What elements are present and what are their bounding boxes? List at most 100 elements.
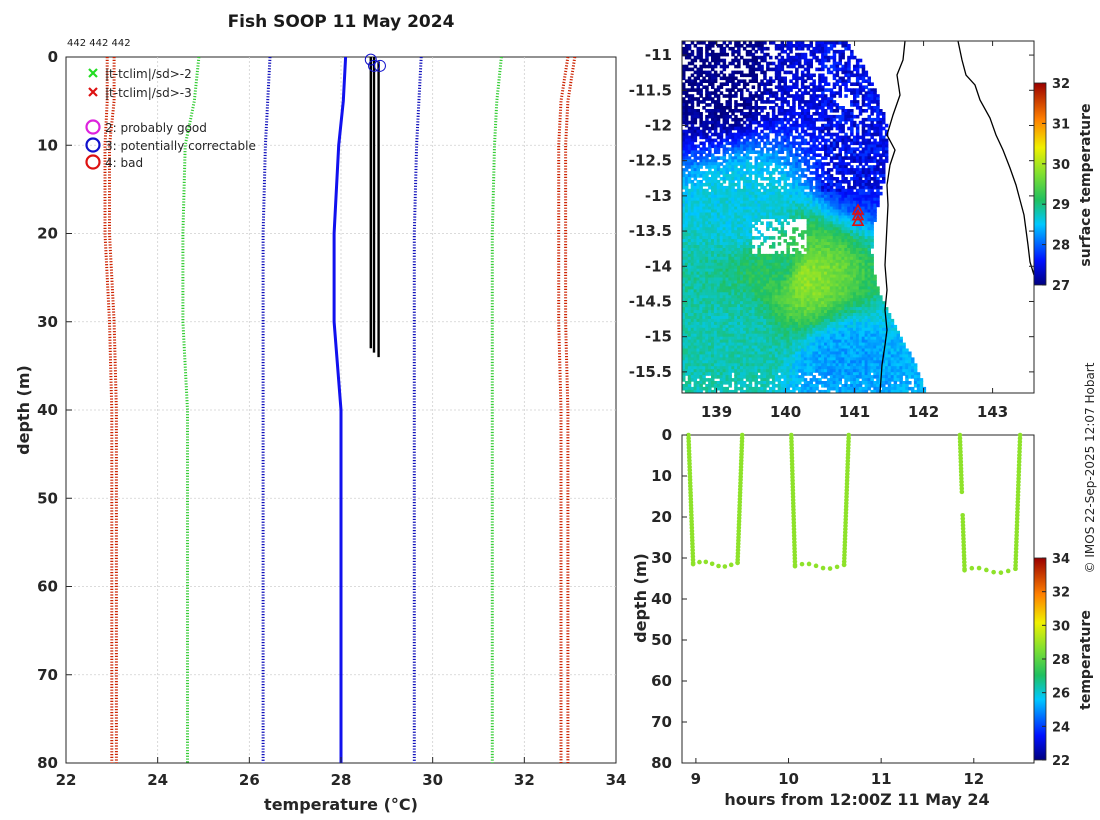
sst-cell (766, 46, 770, 51)
sst-cell (760, 150, 764, 154)
sst-cell (696, 268, 700, 273)
sst-cell (690, 132, 695, 137)
sst-cell (766, 79, 770, 83)
sst-cell (870, 215, 874, 220)
sst-cell (696, 132, 700, 137)
sst-cell (821, 97, 825, 101)
sst-cell (786, 268, 790, 273)
sst-cell (757, 262, 761, 267)
sst-cell (728, 76, 732, 81)
sst-cell (708, 103, 712, 107)
sst-cell (824, 88, 828, 92)
sst-cell (818, 227, 822, 231)
sst-cell (699, 283, 703, 288)
sst-cell (826, 256, 831, 261)
sst-cell (708, 262, 712, 267)
sst-cell (716, 256, 721, 261)
sst-cell (716, 289, 721, 293)
sst-cell (687, 221, 692, 225)
sst-cell (696, 203, 700, 208)
sst-cell (711, 58, 715, 63)
sst-cell (731, 147, 735, 151)
sst-cell (766, 221, 770, 225)
sst-cell (858, 248, 863, 252)
sst-cell (855, 147, 860, 151)
sst-cell (705, 46, 709, 51)
sst-cell (818, 126, 822, 131)
sst-cell (806, 286, 811, 290)
sst-cell (713, 185, 718, 190)
sst-cell (844, 191, 848, 196)
sst-cell (757, 123, 761, 128)
sst-cell (780, 46, 785, 51)
sst-cell (699, 46, 703, 51)
sst-cell (826, 295, 831, 299)
sst-cell (780, 286, 785, 290)
sst-cell (719, 304, 724, 308)
sst-cell (734, 206, 738, 211)
sst-cell (789, 182, 793, 187)
sst-cell (795, 44, 799, 48)
sst-cell (734, 91, 738, 95)
sst-cell (867, 114, 871, 119)
sst-cell (847, 206, 851, 211)
sst-cell (734, 144, 738, 149)
sst-cell (806, 218, 811, 222)
sst-cell (766, 265, 770, 270)
sst-cell (745, 215, 750, 220)
sst-cell (838, 212, 842, 217)
sst-cell (693, 209, 698, 214)
sst-cell (803, 141, 808, 146)
sst-cell (832, 117, 837, 122)
sst-cell (745, 162, 750, 166)
sst-cell (844, 180, 848, 184)
sst-cell (722, 212, 727, 217)
sst-cell (774, 123, 779, 128)
sst-cell (742, 256, 747, 261)
sst-cell (708, 206, 712, 211)
sst-cell (873, 174, 877, 178)
sst-cell (719, 224, 724, 228)
sst-cell (769, 188, 773, 193)
sst-cell (835, 277, 840, 282)
sst-cell (774, 286, 779, 290)
sst-cell (705, 174, 709, 178)
sst-cell (734, 106, 738, 110)
sst-cell (818, 129, 822, 134)
sst-cell (780, 58, 785, 63)
sst-cell (800, 197, 805, 202)
sst-cell (740, 215, 744, 220)
sst-cell (853, 298, 857, 302)
sst-cell (795, 79, 799, 83)
sst-cell (855, 259, 860, 264)
sst-cell (806, 141, 811, 146)
sst-cell (742, 280, 747, 285)
sst-cell (742, 174, 747, 178)
sst-cell (708, 301, 712, 305)
sst-cell (882, 114, 886, 119)
sst-cell (754, 194, 758, 199)
sst-cell (748, 277, 753, 282)
sst-cell (847, 147, 851, 151)
sst-cell (728, 135, 732, 140)
sst-cell (719, 218, 724, 222)
sst-cell (777, 218, 782, 222)
sst-cell (748, 218, 753, 222)
sst-cell (711, 138, 715, 143)
sst-cell (734, 233, 738, 237)
sst-cell (780, 64, 785, 69)
sst-cell (728, 188, 732, 193)
sst-cell (708, 168, 712, 172)
sst-cell (818, 212, 822, 217)
sst-cell (844, 242, 848, 246)
sst-cell (702, 301, 706, 305)
sst-cell (760, 307, 764, 311)
sst-cell (824, 123, 828, 128)
sst-cell (870, 289, 874, 293)
sst-cell (696, 292, 700, 296)
sst-cell (745, 307, 750, 311)
sst-cell (876, 126, 880, 131)
sst-cell (795, 46, 799, 51)
sst-cell (702, 194, 706, 199)
sst-cell (696, 103, 700, 107)
